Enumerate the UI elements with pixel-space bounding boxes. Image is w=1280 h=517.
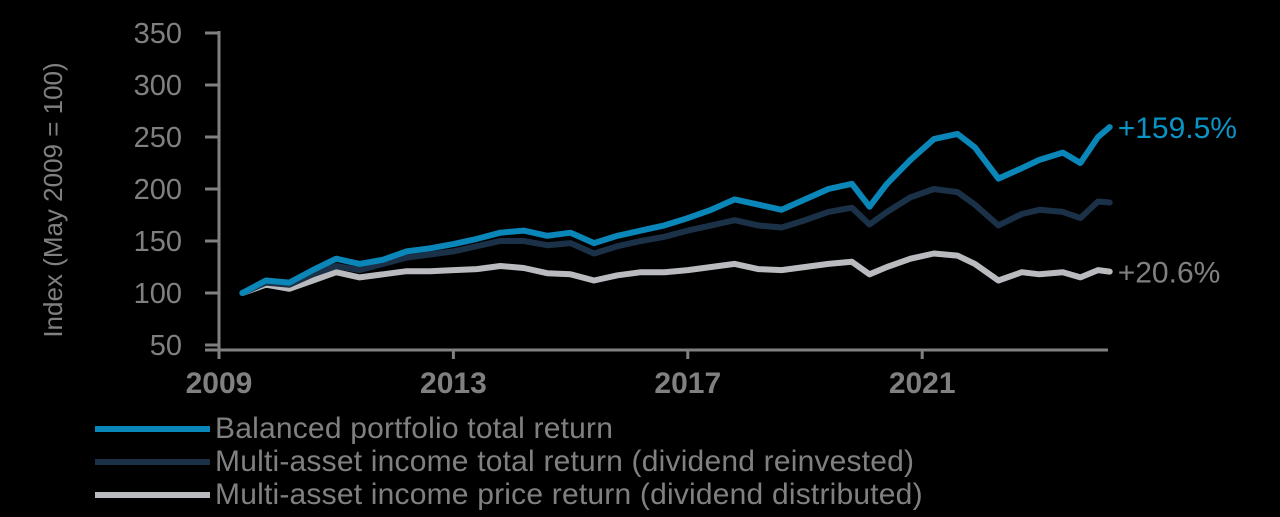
x-tick-label: 2017 [654, 367, 721, 400]
legend-label: Balanced portfolio total return [215, 411, 614, 445]
legend-item-income-price: Multi-asset income price return (dividen… [95, 478, 923, 511]
legend-item-balanced: Balanced portfolio total return [95, 412, 923, 445]
legend-swatch-income-total [95, 458, 210, 465]
legend-label: Multi-asset income price return (dividen… [215, 477, 923, 511]
x-axis: 2009 2013 2017 2021 [186, 348, 1108, 400]
x-tick-label: 2013 [420, 367, 487, 400]
end-value-label: +159.5% [1118, 112, 1237, 145]
plot-lines [239, 124, 1113, 296]
y-tick-label: 350 [134, 18, 182, 50]
y-tick-label: 50 [150, 330, 182, 362]
series-line [239, 186, 1113, 296]
legend-swatch-income-price [95, 491, 210, 498]
x-tick-label: 2009 [186, 367, 253, 400]
y-tick-label: 300 [134, 70, 182, 102]
legend-item-income-total: Multi-asset income total return (dividen… [95, 445, 923, 478]
legend-label: Multi-asset income total return (dividen… [215, 444, 915, 478]
y-axis: 50 100 150 200 250 300 350 [134, 18, 221, 362]
legend-swatch-balanced [95, 425, 210, 432]
series-line [239, 124, 1113, 296]
line-chart: 50 100 150 200 250 300 350 2009 2013 2017 2021 In… [38, 18, 1237, 400]
legend: Balanced portfolio total return Multi-as… [95, 412, 923, 511]
y-tick-label: 250 [134, 122, 182, 154]
series-line [239, 250, 1113, 296]
y-tick-label: 200 [134, 174, 182, 206]
y-axis-label: Index (May 2009 = 100) [38, 62, 68, 337]
y-tick-label: 150 [134, 226, 182, 258]
end-annotations: +159.5% +20.6% [1118, 112, 1237, 289]
y-tick-label: 100 [134, 278, 182, 310]
end-value-label: +20.6% [1118, 257, 1221, 290]
x-tick-label: 2021 [889, 367, 956, 400]
